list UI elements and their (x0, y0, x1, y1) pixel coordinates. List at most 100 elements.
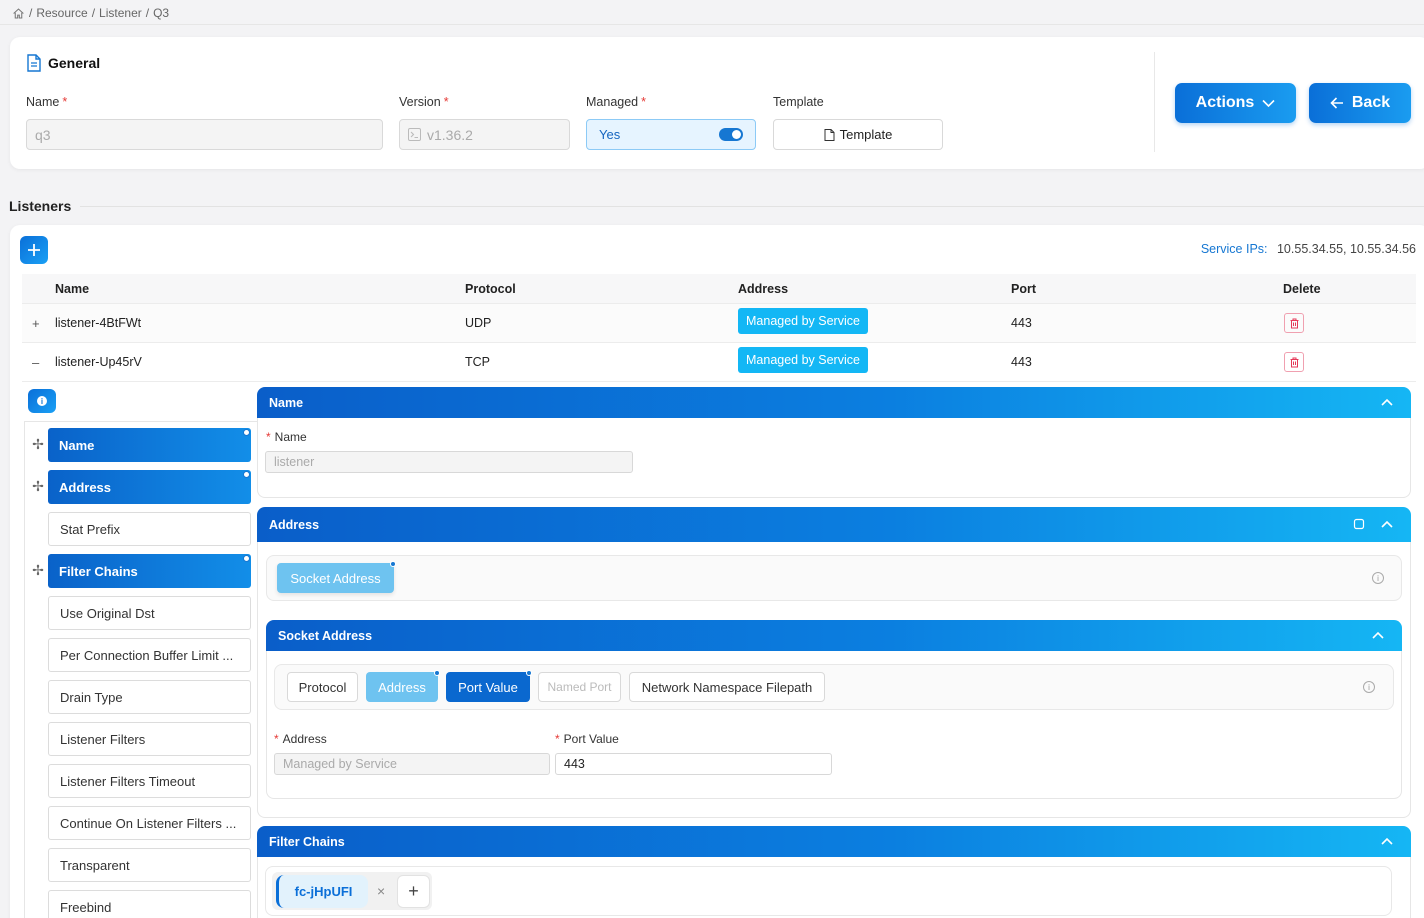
general-title: General (48, 55, 101, 71)
address-chip-bar: Socket Address i (266, 555, 1402, 601)
home-icon[interactable] (12, 7, 25, 20)
listeners-title: Listeners (9, 198, 72, 214)
name-field-label: * Name (266, 430, 307, 444)
chevron-up-icon[interactable] (1380, 395, 1394, 409)
nav-item-freebind[interactable]: Freebind (48, 890, 251, 918)
nav-item-listener-filters-timeout[interactable]: Listener Filters Timeout (48, 764, 251, 798)
name-field-label-text: Name (274, 430, 307, 444)
collapse-toggle[interactable]: – (32, 355, 40, 370)
nav-item-use-original-dst[interactable]: Use Original Dst (48, 596, 251, 630)
address-badge: Managed by Service (738, 347, 868, 373)
field-nav-panel (24, 421, 257, 918)
name-input[interactable]: q3 (26, 119, 383, 150)
template-button[interactable]: Template (773, 119, 943, 150)
version-input[interactable]: v1.36.2 (399, 119, 570, 150)
column-header-port[interactable]: Port (1011, 282, 1036, 296)
protocol-chip[interactable]: Protocol (287, 672, 358, 702)
info-icon[interactable]: i (1363, 681, 1375, 693)
close-icon[interactable]: × (377, 883, 386, 899)
address-chip[interactable]: Address (366, 670, 440, 702)
listener-name-input[interactable]: listener (265, 451, 633, 473)
socket-address-panel-header[interactable]: Socket Address (266, 620, 1402, 651)
actions-button[interactable]: Actions (1175, 83, 1296, 123)
add-filter-chain-button[interactable]: + (397, 875, 430, 908)
chevron-up-icon[interactable] (1380, 834, 1394, 848)
listener-name: listener-Up45rV (55, 355, 142, 369)
document-icon (27, 54, 41, 72)
back-button[interactable]: Back (1309, 83, 1411, 123)
managed-switch-field[interactable]: Yes (586, 119, 756, 150)
service-ips-label: Service IPs: (1200, 242, 1268, 256)
service-ips: Service IPs: 10.55.34.55, 10.55.34.56 (1201, 242, 1416, 256)
trash-icon (1290, 318, 1298, 328)
nav-item-per-connection-buffer-limit[interactable]: Per Connection Buffer Limit ... (48, 638, 251, 672)
address-chip-label: Address (378, 679, 426, 695)
address-panel-header[interactable]: Address (257, 507, 1411, 542)
chevron-up-icon[interactable] (1371, 628, 1385, 642)
copy-icon[interactable] (1353, 518, 1365, 530)
file-icon (824, 128, 835, 141)
socket-chip-bar: Protocol Address Port Value Named Port N… (274, 664, 1394, 710)
column-header-name[interactable]: Name (55, 282, 90, 296)
divider (1154, 52, 1155, 152)
socket-address-input[interactable]: Managed by Service (274, 753, 550, 775)
filter-chains-panel-title: Filter Chains (269, 834, 345, 849)
filter-chains-panel-header[interactable]: Filter Chains (257, 826, 1411, 857)
nav-item-transparent[interactable]: Transparent (48, 848, 251, 882)
port-value-input[interactable]: 443 (555, 753, 832, 775)
column-header-delete: Delete (1283, 282, 1321, 296)
delete-button[interactable] (1284, 313, 1304, 333)
drag-handle-icon[interactable]: ✢ (32, 561, 44, 578)
version-value: v1.36.2 (427, 126, 473, 143)
expand-toggle[interactable]: + (32, 316, 40, 331)
filter-chain-tab[interactable]: fc-jHpUFI (276, 875, 368, 908)
managed-label: Managed * (586, 95, 646, 109)
breadcrumb-item-resource[interactable]: Resource (36, 6, 88, 20)
address-field-label: * Address (274, 732, 327, 746)
nav-item-listener-filters[interactable]: Listener Filters (48, 722, 251, 756)
terminal-icon (408, 128, 421, 141)
required-mark: * (443, 95, 449, 109)
nav-item-stat-prefix[interactable]: Stat Prefix (48, 512, 251, 546)
address-badge: Managed by Service (738, 308, 868, 334)
network-namespace-filepath-chip[interactable]: Network Namespace Filepath (629, 672, 825, 702)
version-label-text: Version (399, 95, 441, 109)
breadcrumb-item-listener[interactable]: Listener (99, 6, 142, 20)
nav-item-continue-on-listener-filters[interactable]: Continue On Listener Filters ... (48, 806, 251, 840)
info-icon[interactable]: i (1372, 572, 1384, 584)
table-row[interactable]: + listener-4BtFWt UDP Managed by Service… (22, 304, 1416, 343)
nav-item-drain-type[interactable]: Drain Type (48, 680, 251, 714)
delete-button[interactable] (1284, 352, 1304, 372)
required-mark: * (274, 732, 279, 746)
info-button[interactable]: i (28, 389, 56, 413)
nav-item-filter-chains[interactable]: Filter Chains (48, 554, 251, 588)
active-dot (526, 670, 532, 676)
port-value-field-label-text: Port Value (563, 732, 619, 746)
managed-label-text: Managed (586, 95, 639, 109)
socket-address-chip[interactable]: Socket Address (277, 561, 396, 593)
socket-address-panel-title: Socket Address (278, 628, 373, 643)
active-dot (434, 670, 440, 676)
named-port-chip[interactable]: Named Port (538, 672, 621, 702)
socket-address-chip-label: Socket Address (290, 570, 381, 586)
service-ips-value: 10.55.34.55, 10.55.34.56 (1276, 242, 1416, 256)
required-mark: * (266, 430, 271, 444)
nav-item-address[interactable]: Address (48, 470, 251, 504)
drag-handle-icon[interactable]: ✢ (32, 477, 44, 494)
table-header: Name Protocol Address Port Delete (22, 274, 1416, 304)
managed-toggle[interactable] (719, 128, 743, 141)
nav-item-name[interactable]: Name (48, 428, 251, 462)
add-listener-button[interactable] (20, 236, 48, 264)
name-panel-header[interactable]: Name (257, 387, 1411, 418)
name-panel-title: Name (269, 395, 304, 410)
port-value-field-label: * Port Value (555, 732, 619, 746)
breadcrumb-item-current: Q3 (153, 6, 170, 20)
table-row[interactable]: – listener-Up45rV TCP Managed by Service… (22, 343, 1416, 382)
chevron-up-icon[interactable] (1380, 517, 1394, 531)
filter-chain-tabs: fc-jHpUFI × + (265, 866, 1392, 916)
required-mark: * (62, 95, 68, 109)
drag-handle-icon[interactable]: ✢ (32, 435, 44, 452)
column-header-address[interactable]: Address (738, 282, 789, 296)
column-header-protocol[interactable]: Protocol (465, 282, 516, 296)
port-value-chip[interactable]: Port Value (446, 670, 532, 702)
